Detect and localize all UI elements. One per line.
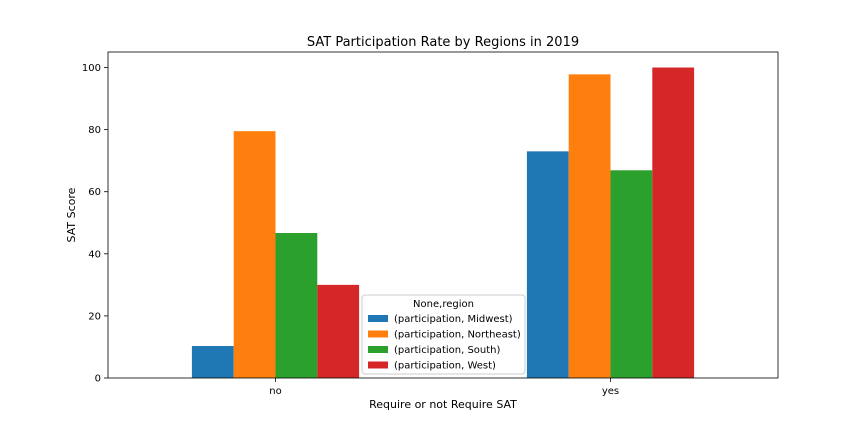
y-tick-label: 60	[88, 187, 101, 198]
y-tick-label: 80	[88, 125, 101, 136]
legend-swatch	[368, 330, 388, 338]
legend-entry: (participation, Midwest)	[394, 314, 513, 325]
y-tick-label: 0	[95, 374, 101, 385]
bar-yes-3	[652, 67, 695, 379]
bar-yes-2	[610, 170, 653, 378]
legend-entry: (participation, South)	[394, 345, 501, 356]
y-tick-label: 20	[88, 311, 101, 322]
legend-box	[361, 294, 526, 375]
x-tick-label: yes	[602, 386, 619, 397]
bar-no-0	[191, 346, 234, 378]
chart-title: SAT Participation Rate by Regions in 201…	[307, 35, 579, 50]
bar-no-2	[275, 233, 318, 378]
y-tick-label: 40	[88, 249, 101, 260]
bar-no-3	[317, 284, 360, 378]
y-tick-label: 100	[82, 63, 101, 74]
x-tick-label: no	[269, 386, 281, 397]
x-axis-label: Require or not Require SAT	[369, 398, 517, 411]
plot-frame	[107, 51, 779, 379]
legend-entry: (participation, Northeast)	[394, 330, 521, 341]
bar-yes-0	[526, 151, 569, 378]
legend-entry: (participation, West)	[394, 361, 496, 372]
legend-title: None,region	[413, 299, 474, 310]
legend: None,region (participation, Midwest) (part…	[361, 294, 526, 375]
bar-no-1	[233, 131, 276, 378]
bar-yes-1	[568, 74, 611, 378]
bars-layer	[191, 67, 695, 379]
axes-layer: 0 20 40 60 80 100 no yes	[82, 51, 779, 397]
legend-swatch	[368, 315, 388, 322]
legend-swatch	[368, 346, 388, 353]
y-axis-label: SAT Score	[65, 187, 78, 242]
legend-swatch	[368, 361, 388, 369]
